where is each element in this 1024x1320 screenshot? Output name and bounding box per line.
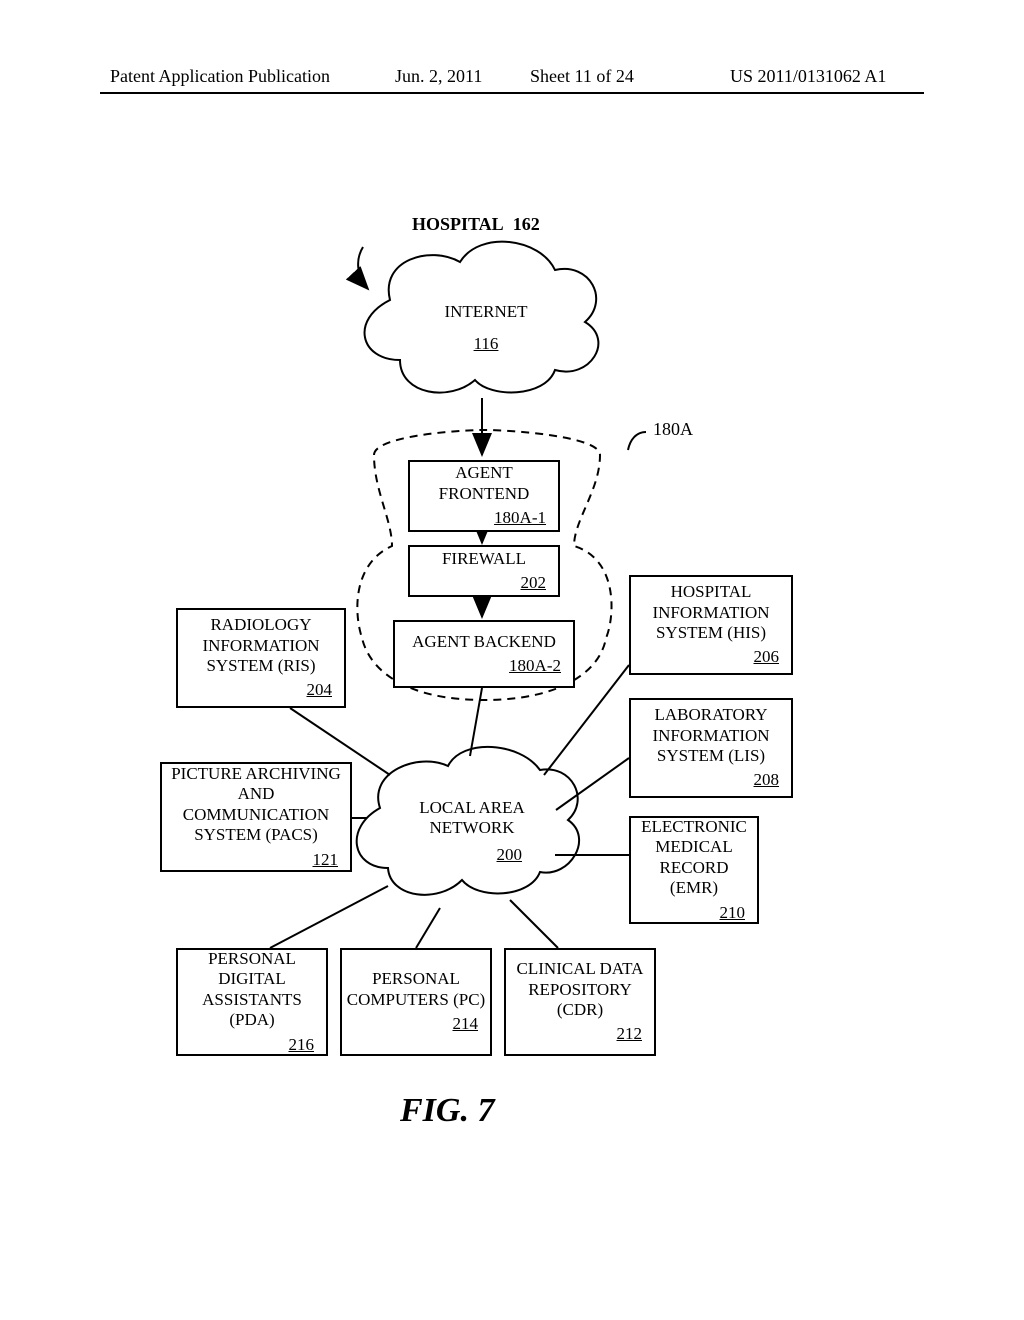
cdr-label: CLINICAL DATAREPOSITORY(CDR): [517, 959, 644, 1020]
pacs-label: PICTURE ARCHIVINGANDCOMMUNICATIONSYSTEM …: [171, 764, 341, 846]
his-box: HOSPITALINFORMATIONSYSTEM (HIS) 206: [629, 575, 793, 675]
firewall-ref: 202: [521, 573, 547, 593]
internet-ref: 116: [436, 334, 536, 354]
ris-ref: 204: [307, 680, 333, 700]
line-lan-cdr: [510, 900, 558, 948]
pacs-box: PICTURE ARCHIVINGANDCOMMUNICATIONSYSTEM …: [160, 762, 352, 872]
line-lan-pda: [270, 886, 388, 948]
lis-label: LABORATORYINFORMATIONSYSTEM (LIS): [652, 705, 769, 766]
his-label: HOSPITALINFORMATIONSYSTEM (HIS): [652, 582, 769, 643]
agent-frontend-label: AGENTFRONTEND: [439, 463, 530, 504]
emr-box: ELECTRONICMEDICALRECORD(EMR) 210: [629, 816, 759, 924]
ris-label: RADIOLOGYINFORMATIONSYSTEM (RIS): [202, 615, 319, 676]
hospital-title: HOSPITAL 162: [412, 214, 540, 235]
pc-label: PERSONALCOMPUTERS (PC): [347, 969, 485, 1010]
line-lan-pc: [416, 908, 440, 948]
agent-frontend-box: AGENTFRONTEND 180A-1: [408, 460, 560, 532]
line-backend-lan: [470, 688, 482, 756]
pacs-ref: 121: [313, 850, 339, 870]
agent-backend-ref: 180A-2: [509, 656, 561, 676]
hospital-arrow: [358, 247, 368, 289]
cdr-box: CLINICAL DATAREPOSITORY(CDR) 212: [504, 948, 656, 1056]
pc-box: PERSONALCOMPUTERS (PC) 214: [340, 948, 492, 1056]
lis-box: LABORATORYINFORMATIONSYSTEM (LIS) 208: [629, 698, 793, 798]
agent-ref-label: 180A: [653, 419, 693, 440]
firewall-label: FIREWALL: [442, 549, 526, 569]
internet-label-text: INTERNET: [436, 302, 536, 322]
agent-frontend-ref: 180A-1: [494, 508, 546, 528]
cdr-ref: 212: [617, 1024, 643, 1044]
agent-backend-box: AGENT BACKEND 180A-2: [393, 620, 575, 688]
lan-label: LOCAL AREA NETWORK 200: [408, 798, 536, 865]
lis-ref: 208: [754, 770, 780, 790]
emr-ref: 210: [720, 903, 746, 923]
lan-ref: 200: [408, 845, 536, 865]
figure-caption: FIG. 7: [400, 1092, 494, 1130]
firewall-box: FIREWALL 202: [408, 545, 560, 597]
agent-backend-label: AGENT BACKEND: [412, 632, 556, 652]
internet-label: INTERNET 116: [436, 302, 536, 355]
pc-ref: 214: [453, 1014, 479, 1034]
agent-ref-hook: [628, 432, 646, 450]
hospital-title-ref: 162: [513, 214, 540, 234]
emr-label: ELECTRONICMEDICALRECORD(EMR): [641, 817, 747, 899]
ris-box: RADIOLOGYINFORMATIONSYSTEM (RIS) 204: [176, 608, 346, 708]
line-lan-lis: [556, 758, 629, 810]
pda-ref: 216: [289, 1035, 315, 1055]
pda-label: PERSONALDIGITALASSISTANTS(PDA): [202, 949, 302, 1031]
lan-label-text: LOCAL AREA NETWORK: [408, 798, 536, 839]
pda-box: PERSONALDIGITALASSISTANTS(PDA) 216: [176, 948, 328, 1056]
his-ref: 206: [754, 647, 780, 667]
hospital-title-text: HOSPITAL: [412, 214, 504, 234]
